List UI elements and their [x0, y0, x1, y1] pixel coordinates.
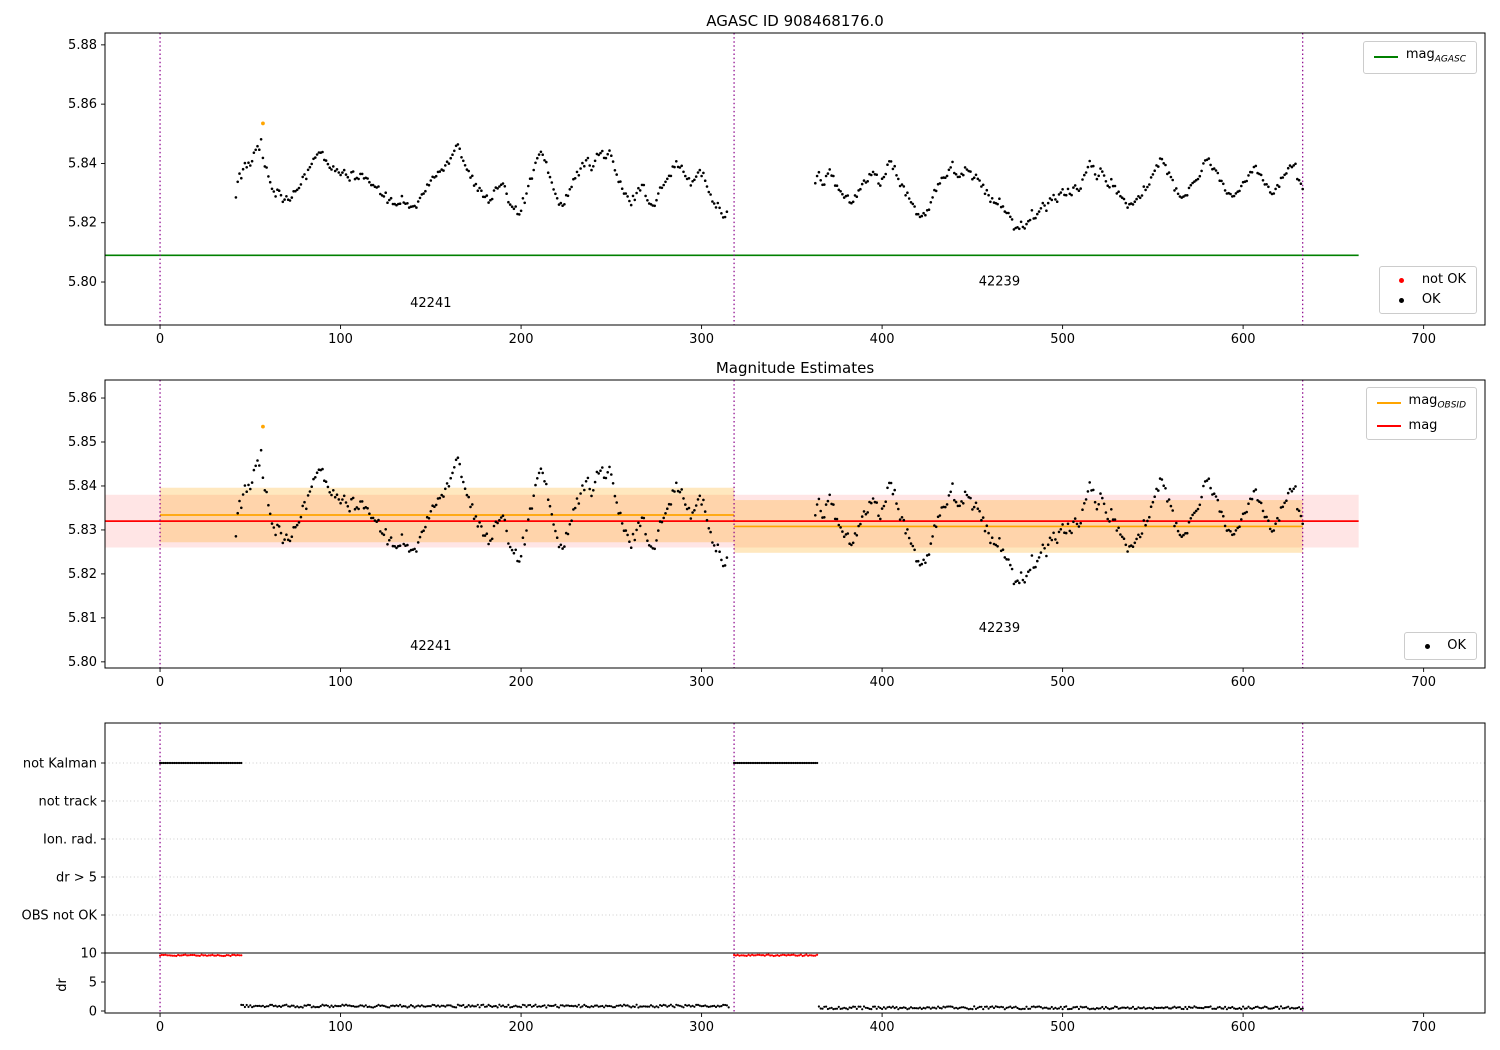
ok-points [234, 138, 1304, 231]
legend-item: mag [1376, 417, 1466, 434]
x-tick-label: 400 [870, 332, 895, 347]
legend-item: OK [1415, 638, 1466, 654]
legend-line-swatch [1373, 56, 1398, 59]
legend-item: magAGASC [1373, 47, 1466, 68]
axes-frame [104, 722, 1486, 1014]
legend-label: magOBSID [1408, 393, 1466, 411]
plot2-title: Magnitude Estimates [715, 359, 875, 377]
y-tick-label: 5.80 [68, 275, 97, 290]
dr-tick-label: 5 [89, 976, 97, 991]
x-tick-label: 400 [870, 1020, 895, 1035]
dr-red-points [159, 953, 819, 958]
legend-item: OK [1390, 292, 1466, 308]
category-label: OBS not OK [22, 909, 98, 924]
axes-frame [104, 32, 1486, 326]
x-tick-label: 700 [1411, 332, 1436, 347]
dr-tick-label: 10 [80, 947, 97, 962]
x-tick-label: 500 [1050, 1020, 1075, 1035]
x-tick-label: 500 [1050, 332, 1075, 347]
category-label: not Kalman [23, 757, 97, 772]
flagged-point [261, 121, 265, 126]
x-tick-label: 600 [1231, 675, 1256, 690]
y-tick-label: 5.81 [68, 611, 97, 626]
x-tick-label: 300 [689, 675, 714, 690]
x-tick-label: 600 [1231, 332, 1256, 347]
legend-line-swatch [1376, 402, 1401, 405]
x-tick-label: 200 [509, 332, 534, 347]
quality-flags-panel: not Kalman not track Ion. rad. dr > 5 OBS no… [22, 722, 1486, 1035]
legend-line-swatch [1376, 424, 1401, 427]
x-tick-label: 300 [689, 1020, 714, 1035]
y-tick-label: 5.82 [68, 567, 97, 582]
dr-black-points [240, 1003, 1304, 1011]
dr-tick-label: 0 [89, 1005, 97, 1020]
x-tick-label: 100 [328, 332, 353, 347]
x-tick-label: 300 [689, 332, 714, 347]
x-tick-label: 0 [156, 1020, 164, 1035]
obsid-label: 42239 [979, 275, 1020, 290]
obsid-label: 42239 [979, 621, 1020, 636]
y-tick-label: 5.84 [68, 156, 97, 171]
y-tick-label: 5.86 [68, 97, 97, 112]
category-label: not track [38, 795, 97, 810]
y-tick-label: 5.86 [68, 391, 97, 406]
magnitude-estimates-panel: 42241 42239 5.86 5.85 5.84 5.83 5.82 5.81 5.80 0 1… [68, 379, 1486, 690]
legend-label: magAGASC [1405, 47, 1466, 65]
axes-frame [104, 379, 1486, 669]
legend-dot-swatch [1424, 643, 1430, 649]
x-tick-label: 100 [328, 1020, 353, 1035]
x-tick-label: 200 [509, 675, 534, 690]
y-tick-label: 5.83 [68, 523, 97, 538]
legend-label: mag [1408, 417, 1438, 433]
legend-item: not OK [1390, 272, 1466, 288]
plot1-title: AGASC ID 908468176.0 [706, 12, 884, 30]
obsid-label: 42241 [410, 296, 451, 311]
x-tick-label: 400 [870, 675, 895, 690]
x-tick-label: 700 [1411, 1020, 1436, 1035]
category-label: dr > 5 [56, 871, 97, 886]
legend-magnitude-estimates-lower-right: OK [1404, 632, 1477, 660]
x-tick-label: 500 [1050, 675, 1075, 690]
y-tick-label: 5.85 [68, 435, 97, 450]
legend-item: magOBSID [1376, 393, 1466, 414]
ok-points [234, 448, 1304, 586]
x-tick-label: 700 [1411, 675, 1436, 690]
legend-dot-swatch [1399, 297, 1405, 303]
y-tick-label: 5.80 [68, 655, 97, 670]
not-kalman-points [159, 761, 819, 765]
legend-agasc-mags-upper-right: magAGASC [1362, 41, 1477, 74]
legend-agasc-mags-lower-right: not OK OK [1378, 266, 1477, 314]
y-tick-label: 5.82 [68, 216, 97, 231]
x-tick-label: 200 [509, 1020, 534, 1035]
legend-label: OK [1447, 638, 1466, 653]
legend-label: not OK [1421, 272, 1466, 287]
dr-axis-label: dr [55, 977, 70, 991]
x-tick-label: 0 [156, 332, 164, 347]
agasc-mags-panel: 42241 42239 5.88 5.86 5.84 5.82 5.80 0 100 200 300… [68, 32, 1486, 347]
y-tick-label: 5.84 [68, 479, 97, 494]
x-tick-label: 0 [156, 675, 164, 690]
flagged-point [261, 424, 265, 429]
category-label: Ion. rad. [43, 833, 97, 848]
obsid-label: 42241 [410, 639, 451, 654]
x-tick-label: 600 [1231, 1020, 1256, 1035]
legend-dot-swatch [1399, 277, 1405, 283]
y-tick-label: 5.88 [68, 38, 97, 53]
legend-label: OK [1421, 292, 1441, 307]
x-tick-label: 100 [328, 675, 353, 690]
legend-magnitude-estimates-upper-right: magOBSID mag [1365, 387, 1477, 440]
